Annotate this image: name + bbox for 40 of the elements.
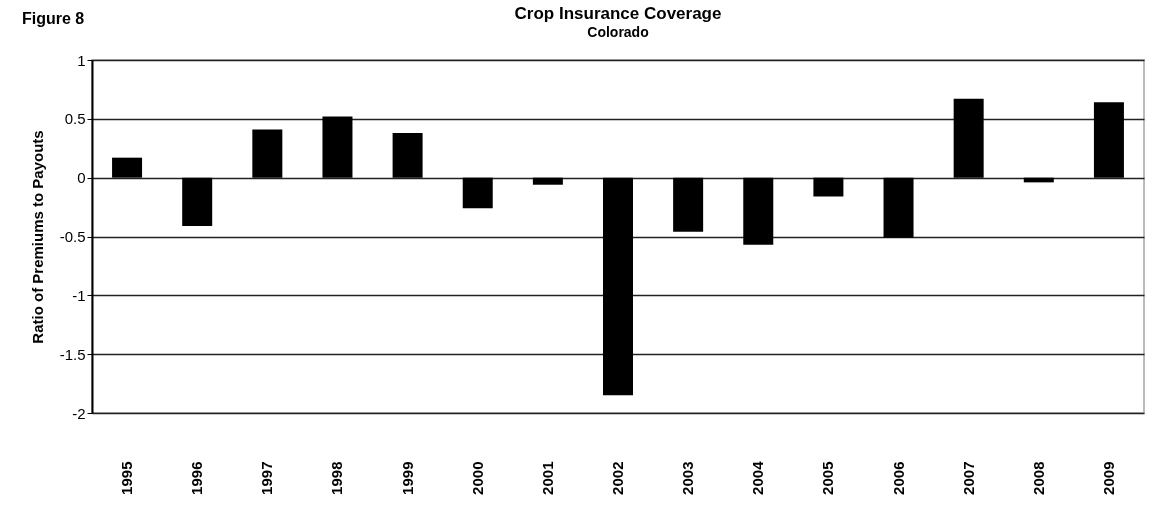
bar bbox=[743, 177, 774, 245]
x-tick-label: 2004 bbox=[749, 460, 767, 495]
bar bbox=[252, 129, 283, 178]
y-tick-label: 0 bbox=[77, 169, 86, 187]
bar bbox=[603, 177, 633, 396]
bar bbox=[392, 132, 423, 178]
x-tick-label: 1997 bbox=[258, 461, 276, 495]
x-tick-label: 2002 bbox=[609, 461, 626, 495]
y-tick-label: 1 bbox=[77, 51, 86, 69]
x-tick-label: 1998 bbox=[328, 461, 346, 495]
y-tick-label: -1.5 bbox=[59, 345, 86, 363]
bar bbox=[813, 177, 844, 197]
x-tick-label: 2001 bbox=[538, 461, 556, 495]
bar bbox=[1093, 102, 1124, 178]
y-tick-label: -0.5 bbox=[59, 228, 86, 245]
x-tick-label: 1999 bbox=[398, 461, 416, 495]
chart-subtitle: Colorado bbox=[587, 24, 649, 40]
x-tick-label: 2000 bbox=[468, 461, 486, 495]
bar bbox=[532, 177, 563, 185]
x-tick-label: 2003 bbox=[679, 461, 697, 495]
y-tick-label: -1 bbox=[72, 286, 86, 304]
x-tick-label: 2008 bbox=[1029, 461, 1047, 495]
y-tick-label: 0.5 bbox=[64, 110, 86, 128]
bar bbox=[112, 157, 143, 178]
bar bbox=[462, 177, 493, 209]
x-tick-label: 1996 bbox=[188, 461, 206, 495]
chart-title: Crop Insurance Coverage bbox=[514, 4, 722, 23]
y-tick-label: -2 bbox=[72, 404, 86, 422]
x-tick-label: 2006 bbox=[889, 461, 907, 495]
x-tick-label: 2007 bbox=[959, 461, 977, 495]
bar bbox=[953, 98, 984, 178]
bar bbox=[883, 177, 914, 238]
x-tick-label: 2009 bbox=[1099, 461, 1117, 495]
caption: Figure 8 bbox=[22, 10, 85, 28]
bar bbox=[673, 177, 704, 232]
bar bbox=[322, 116, 353, 178]
y-axis-title: Ratio of Premiums to Payouts bbox=[28, 130, 46, 344]
bar bbox=[182, 177, 213, 226]
x-tick-label: 2005 bbox=[819, 461, 837, 495]
x-tick-label: 1995 bbox=[118, 461, 136, 495]
